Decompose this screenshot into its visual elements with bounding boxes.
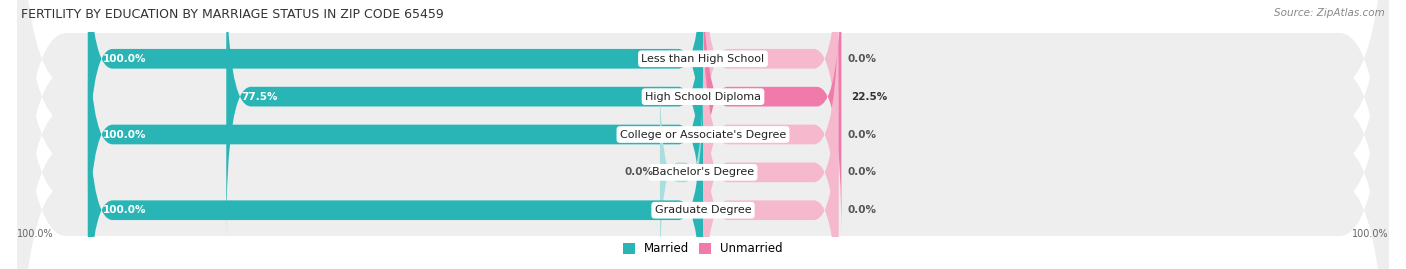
Text: 0.0%: 0.0% [848, 54, 876, 64]
Text: 0.0%: 0.0% [848, 167, 876, 177]
FancyBboxPatch shape [17, 0, 1389, 269]
Text: Graduate Degree: Graduate Degree [655, 205, 751, 215]
FancyBboxPatch shape [87, 0, 703, 269]
Legend: Married, Unmarried: Married, Unmarried [623, 242, 783, 255]
Text: 100.0%: 100.0% [1353, 229, 1389, 239]
FancyBboxPatch shape [659, 69, 703, 269]
Text: FERTILITY BY EDUCATION BY MARRIAGE STATUS IN ZIP CODE 65459: FERTILITY BY EDUCATION BY MARRIAGE STATU… [21, 8, 444, 21]
FancyBboxPatch shape [226, 0, 703, 238]
FancyBboxPatch shape [703, 0, 838, 200]
FancyBboxPatch shape [17, 0, 1389, 269]
Text: 77.5%: 77.5% [242, 92, 278, 102]
Text: 0.0%: 0.0% [624, 167, 654, 177]
Text: Source: ZipAtlas.com: Source: ZipAtlas.com [1274, 8, 1385, 18]
Text: 0.0%: 0.0% [848, 129, 876, 140]
FancyBboxPatch shape [703, 0, 841, 238]
Text: Less than High School: Less than High School [641, 54, 765, 64]
FancyBboxPatch shape [17, 0, 1389, 269]
FancyBboxPatch shape [87, 69, 703, 269]
Text: 100.0%: 100.0% [103, 54, 146, 64]
Text: 0.0%: 0.0% [848, 205, 876, 215]
Text: 100.0%: 100.0% [103, 129, 146, 140]
FancyBboxPatch shape [17, 0, 1389, 269]
FancyBboxPatch shape [87, 0, 703, 200]
FancyBboxPatch shape [703, 0, 838, 269]
Text: Bachelor's Degree: Bachelor's Degree [652, 167, 754, 177]
Text: 100.0%: 100.0% [103, 205, 146, 215]
Text: College or Associate's Degree: College or Associate's Degree [620, 129, 786, 140]
FancyBboxPatch shape [17, 0, 1389, 269]
FancyBboxPatch shape [703, 31, 838, 269]
Text: High School Diploma: High School Diploma [645, 92, 761, 102]
Text: 22.5%: 22.5% [851, 92, 887, 102]
Text: 100.0%: 100.0% [17, 229, 53, 239]
FancyBboxPatch shape [703, 69, 838, 269]
